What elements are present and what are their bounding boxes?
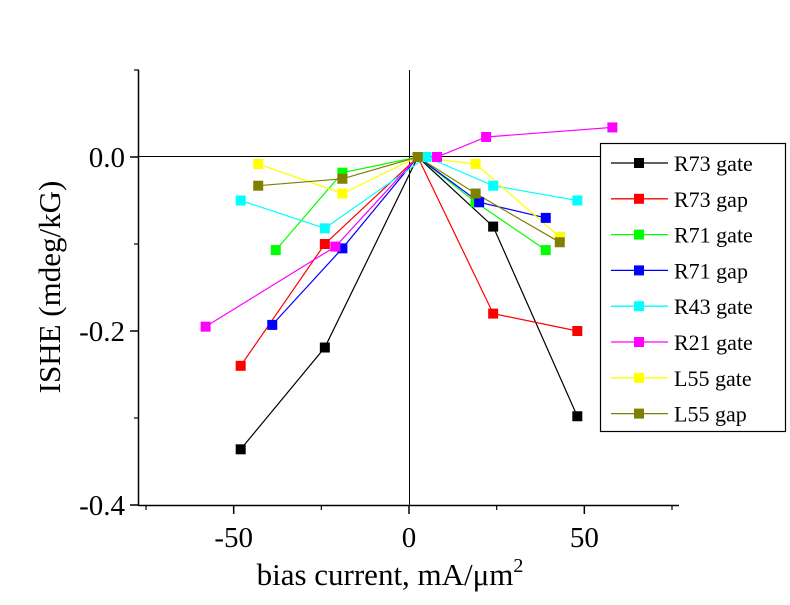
data-point-r71-gap <box>337 243 348 254</box>
legend-marker-r73-gap <box>634 193 644 204</box>
data-point-r43-gate <box>572 195 583 206</box>
data-point-r73-gap <box>572 326 583 336</box>
data-point-l55-gap <box>412 152 423 162</box>
data-point-l55-gate <box>554 232 565 243</box>
legend-marker-l55-gate <box>634 372 644 383</box>
x-axis-title-main: bias current, mA/μm <box>257 557 514 592</box>
y-tick-label: -0.4 <box>79 490 125 522</box>
data-point-r73-gap <box>319 239 330 249</box>
legend-label-l55-gate: L55 gate <box>674 366 752 391</box>
data-point-r21-gate <box>330 241 341 252</box>
legend-label-r71-gap: R71 gap <box>674 258 748 283</box>
legend-marker-r73-gate <box>634 158 644 168</box>
data-point-r71-gate <box>540 245 551 256</box>
data-point-l55-gap <box>554 237 565 248</box>
legend-label-r43-gate: R43 gate <box>674 294 753 319</box>
data-point-r73-gate <box>488 221 499 232</box>
data-point-r73-gap <box>235 360 246 371</box>
data-point-l55-gate <box>253 158 264 169</box>
data-point-r73-gap <box>488 308 499 319</box>
data-point-l55-gap <box>470 188 481 199</box>
legend-marker-r71-gap <box>634 265 644 276</box>
plot-frame <box>137 70 679 507</box>
legend-label-l55-gap: L55 gap <box>674 402 747 427</box>
x-tick-label: 0 <box>402 522 417 554</box>
data-point-r43-gate <box>235 195 246 206</box>
x-tick-label: -50 <box>214 522 253 554</box>
data-point-r21-gate <box>200 321 211 332</box>
data-point-l55-gap <box>253 180 264 191</box>
data-point-r43-gate <box>319 223 330 234</box>
data-point-r71-gap <box>540 212 551 223</box>
data-point-r71-gate <box>337 167 348 178</box>
data-point-r71-gate <box>270 245 281 256</box>
legend-marker-r43-gate <box>634 301 644 312</box>
y-tick-label: 0.0 <box>89 142 125 174</box>
legend-label-r73-gap: R73 gap <box>674 187 748 212</box>
legend-marker-r71-gate <box>634 229 644 240</box>
legend-marker-l55-gap <box>634 408 644 419</box>
x-tick-label: 50 <box>570 522 599 554</box>
data-point-r43-gate <box>421 152 432 162</box>
data-point-r21-gate <box>481 131 492 142</box>
data-point-r21-gate <box>432 152 443 162</box>
data-point-r21-gate <box>607 122 618 133</box>
data-point-r73-gate <box>572 411 583 422</box>
axis-ticks: -50 0 50 -0.4 -0.2 0.0 <box>79 69 673 554</box>
legend-label-r73-gate: R73 gate <box>674 151 753 176</box>
legend-label-r21-gate: R21 gate <box>674 330 753 355</box>
legend-label-r71-gate: R71 gate <box>674 223 753 248</box>
x-axis-title: bias current, mA/μm2 <box>257 555 524 592</box>
series-points <box>200 122 618 455</box>
x-axis-title-superscript: 2 <box>513 555 523 577</box>
legend-marker-r21-gate <box>634 337 644 347</box>
y-tick-label: -0.2 <box>79 316 125 348</box>
data-point-r73-gate <box>319 342 330 353</box>
data-point-r43-gate <box>488 180 499 191</box>
data-point-l55-gap <box>337 173 348 184</box>
data-point-r71-gap <box>267 319 278 330</box>
legend: R73 gate R73 gap R71 gate R71 gap R43 gate R2… <box>599 142 787 433</box>
legend-box <box>599 142 787 433</box>
y-axis-title: ISHE (mdeg/kG) <box>32 181 67 394</box>
data-point-r73-gate <box>235 444 246 455</box>
data-point-l55-gate <box>337 188 348 199</box>
data-point-r71-gap <box>474 197 485 208</box>
data-point-l55-gate <box>470 158 481 169</box>
